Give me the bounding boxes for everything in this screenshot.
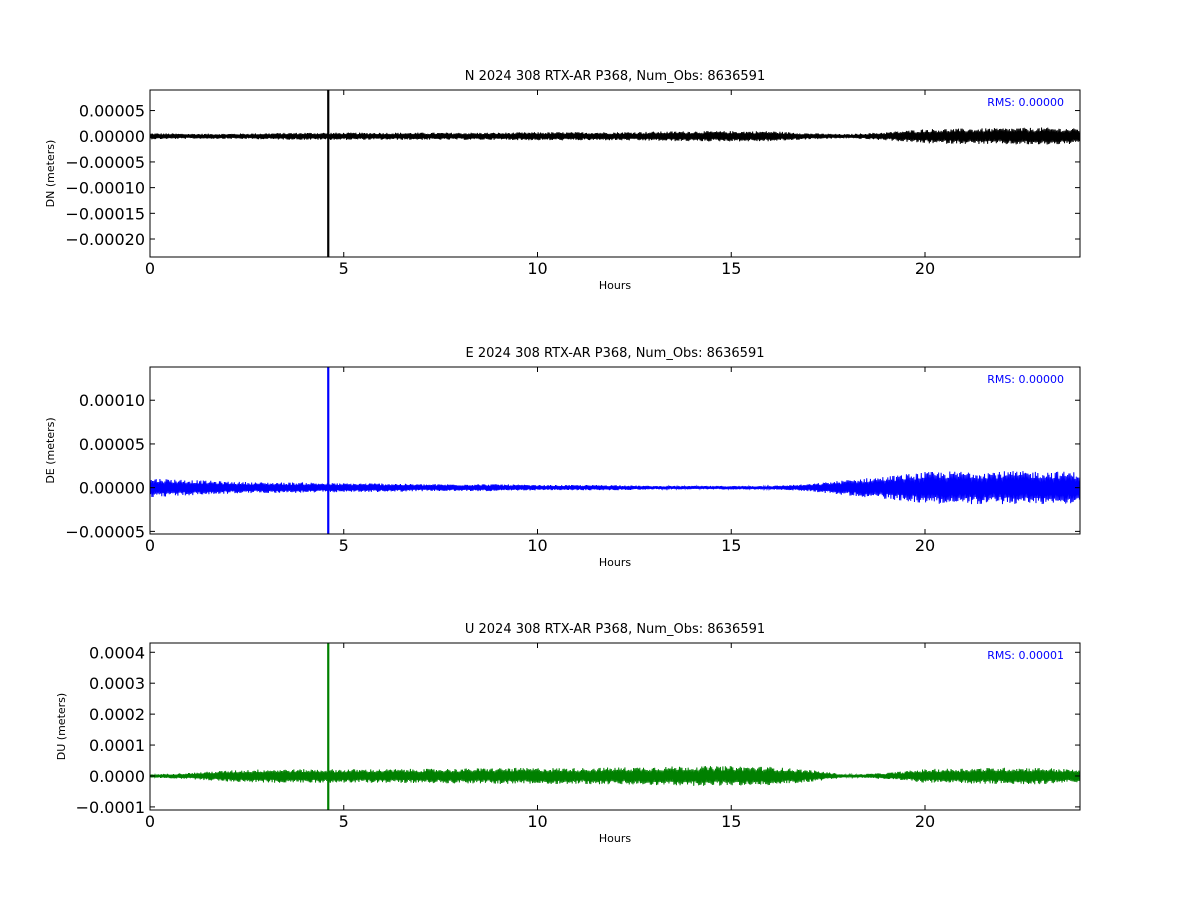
y-tick-label: 0.0003: [89, 674, 145, 693]
series-line: [150, 127, 1080, 145]
series-line: [150, 471, 1080, 505]
chart-panel-1: 0 5 10 15 20 0.00010 0.00005 0.00000 −0.00005 E 2…: [44, 346, 1081, 569]
x-tick-label: 10: [527, 536, 547, 555]
x-tick-label: 15: [721, 812, 741, 831]
x-axis-label: Hours: [599, 556, 631, 569]
x-tick-label: 5: [339, 536, 349, 555]
x-tick-label: 0: [145, 812, 155, 831]
x-tick-label: 0: [145, 536, 155, 555]
x-axis-label: Hours: [599, 832, 631, 845]
y-tick-label: −0.00005: [65, 522, 145, 541]
rms-annotation: RMS: 0.00000: [987, 373, 1064, 386]
y-tick-label: 0.00005: [79, 102, 145, 121]
chart-title: N 2024 308 RTX-AR P368, Num_Obs: 8636591: [465, 69, 765, 84]
y-tick-label: −0.0001: [76, 798, 145, 817]
x-axis-label: Hours: [599, 279, 631, 292]
y-tick-label: 0.0002: [89, 705, 145, 724]
x-tick-label: 10: [527, 812, 547, 831]
x-tick-label: 20: [915, 259, 935, 278]
chart-panel-2: 0 5 10 15 20 0.0004 0.0003 0.0002 0.0001 0.0000 −0…: [55, 622, 1081, 845]
y-tick-label: 0.0000: [89, 767, 145, 786]
x-tick-label: 10: [527, 259, 547, 278]
y-tick-label: 0.00000: [79, 479, 145, 498]
series-line: [150, 766, 1080, 786]
y-tick-label: 0.00010: [79, 391, 145, 410]
y-axis-label: DN (meters): [44, 140, 57, 208]
y-tick-label: −0.00005: [65, 153, 145, 172]
x-tick-label: 0: [145, 259, 155, 278]
y-tick-label: 0.00005: [79, 435, 145, 454]
y-axis-label: DU (meters): [55, 693, 68, 760]
x-tick-label: 5: [339, 812, 349, 831]
rms-annotation: RMS: 0.00001: [987, 649, 1064, 662]
y-tick-label: 0.0001: [89, 736, 145, 755]
axes-frame: [149, 366, 1081, 535]
y-tick-label: −0.00015: [65, 204, 145, 223]
y-tick-label: 0.00000: [79, 127, 145, 146]
x-tick-label: 5: [339, 259, 349, 278]
plot-area: [150, 90, 1080, 257]
y-tick-label: −0.00020: [65, 230, 145, 249]
rms-annotation: RMS: 0.00000: [987, 96, 1064, 109]
x-tick-label: 15: [721, 536, 741, 555]
x-tick-label: 15: [721, 259, 741, 278]
axes-frame: [149, 642, 1081, 811]
y-tick-label: −0.00010: [65, 179, 145, 198]
x-tick-label: 20: [915, 812, 935, 831]
x-tick-label: 20: [915, 536, 935, 555]
y-axis-label: DE (meters): [44, 417, 57, 483]
y-tick-label: 0.0004: [89, 643, 145, 662]
plot-area: [150, 367, 1080, 534]
chart-panel-0: 0 5 10 15 20 0.00005 0.00000 −0.00005 −0.00010 −0…: [44, 69, 1081, 292]
chart-title: E 2024 308 RTX-AR P368, Num_Obs: 8636591: [466, 346, 765, 361]
plot-area: [150, 643, 1080, 810]
chart-title: U 2024 308 RTX-AR P368, Num_Obs: 8636591: [465, 622, 765, 637]
axes-frame: [149, 89, 1081, 258]
